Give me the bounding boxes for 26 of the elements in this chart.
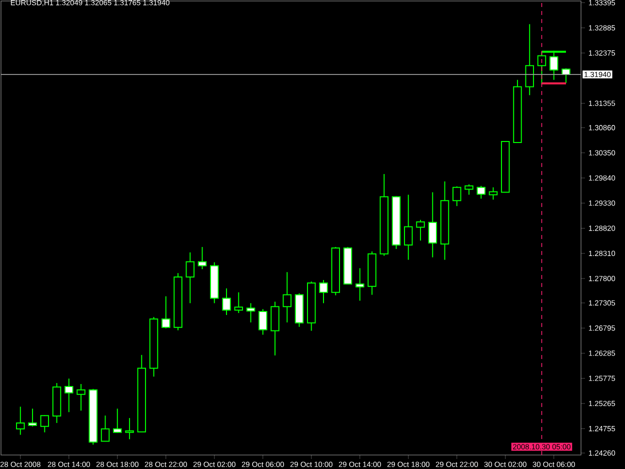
candlestick [198, 246, 207, 270]
candlestick [282, 272, 292, 323]
candlestick [562, 68, 570, 84]
candlestick [464, 184, 474, 196]
candlestick [16, 406, 25, 436]
candlestick [222, 288, 231, 316]
candlestick [234, 292, 244, 314]
candlestick [40, 414, 50, 433]
candlestick [186, 252, 195, 304]
candlestick [113, 408, 122, 434]
candlestick [100, 415, 110, 442]
candlestick [64, 378, 74, 413]
candlestick [28, 408, 37, 427]
candlestick [404, 194, 413, 260]
candlestick [258, 308, 268, 336]
candlestick [162, 296, 170, 329]
candlestick [355, 268, 364, 302]
candlestick [125, 418, 134, 440]
candlestick [428, 192, 437, 258]
candlestick [416, 219, 425, 242]
candlestick [525, 24, 534, 96]
candlestick [476, 185, 486, 200]
candlestick [452, 186, 462, 207]
candlestick [246, 302, 256, 323]
candlestick [319, 280, 328, 304]
candlestick [76, 384, 86, 412]
